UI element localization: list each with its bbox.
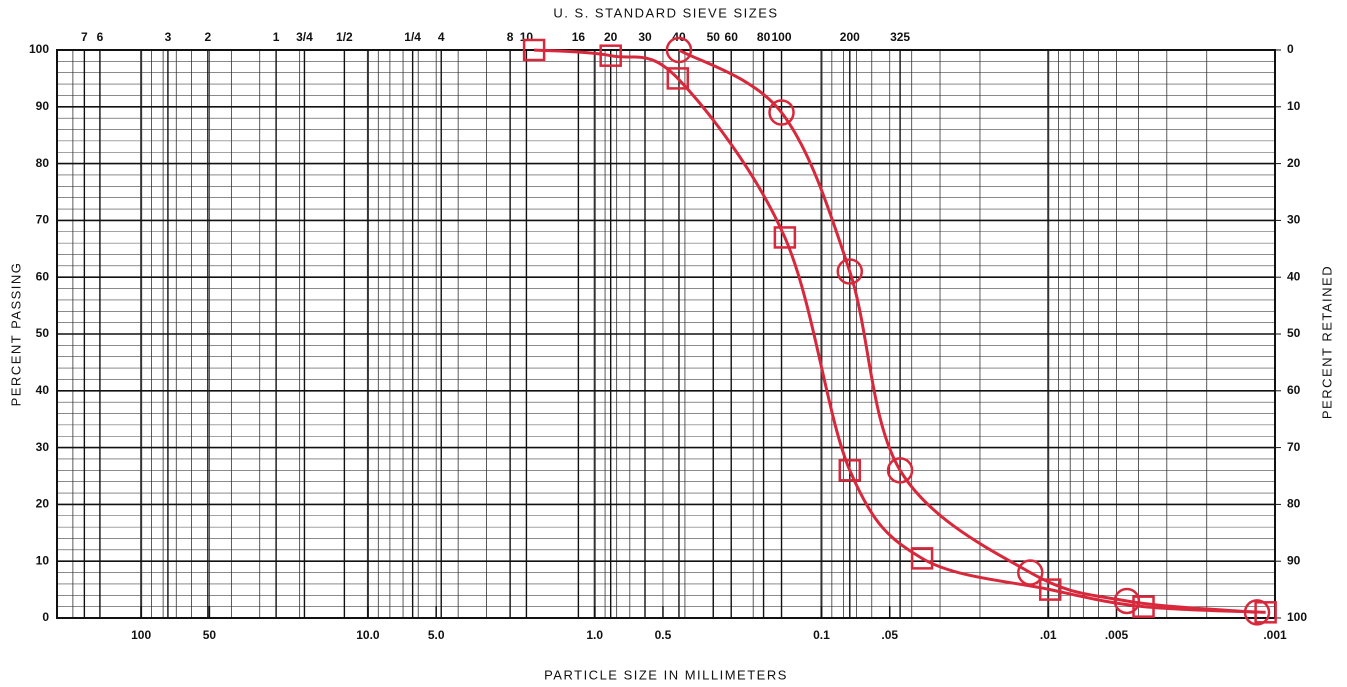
y2-tick-label: 40 <box>1287 269 1301 283</box>
y2-axis-label: PERCENT RETAINED <box>1319 265 1334 419</box>
marker <box>1132 595 1155 618</box>
x-tick-label: .005 <box>1105 628 1129 642</box>
marker <box>599 44 622 67</box>
x2-tick-label: 16 <box>572 30 586 44</box>
marker <box>838 459 862 482</box>
marker <box>1113 587 1141 615</box>
y-tick-label: 80 <box>36 156 50 170</box>
y-tick-label: 50 <box>36 326 50 340</box>
x-tick-label: 10.0 <box>356 628 380 642</box>
marker <box>666 67 690 90</box>
y-tick-label: 30 <box>36 440 50 454</box>
marker <box>768 99 795 126</box>
marker <box>1038 578 1062 601</box>
x2-tick-label: 50 <box>707 30 721 44</box>
curve <box>678 48 1258 614</box>
x-tick-label: .001 <box>1263 628 1287 642</box>
x2-tick-label: 100 <box>772 30 792 44</box>
y-tick-label: 90 <box>36 99 50 113</box>
marker <box>836 258 864 285</box>
y-tick-label: 70 <box>36 213 50 227</box>
y2-tick-label: 0 <box>1287 42 1294 56</box>
x-tick-label: .05 <box>881 628 898 642</box>
x2-tick-label: 2 <box>205 30 212 44</box>
y2-tick-label: 20 <box>1287 156 1301 170</box>
y2-tick-label: 60 <box>1287 383 1301 397</box>
y2-tick-label: 30 <box>1287 213 1301 227</box>
x2-tick-label: 325 <box>890 30 910 44</box>
y-tick-label: 100 <box>29 42 49 56</box>
x-tick-label: 0.5 <box>655 628 672 642</box>
x2-tick-label: 8 <box>507 30 514 44</box>
x-tick-label: 5.0 <box>428 628 445 642</box>
x2-tick-label: 7 <box>81 30 88 44</box>
x-axis-label: PARTICLE SIZE IN MILLIMETERS <box>544 667 788 682</box>
y2-tick-label: 50 <box>1287 326 1301 340</box>
marker <box>886 457 914 484</box>
marker <box>773 226 797 249</box>
y-tick-label: 60 <box>36 269 50 283</box>
x2-tick-label: 6 <box>97 30 104 44</box>
y2-tick-label: 100 <box>1287 610 1307 624</box>
y2-tick-label: 80 <box>1287 497 1301 511</box>
x-tick-label: 0.1 <box>813 628 830 642</box>
x2-tick-label: 1/4 <box>404 30 421 44</box>
y-tick-label: 20 <box>36 497 50 511</box>
x2-tick-label: 3 <box>165 30 172 44</box>
x-tick-label: 1.0 <box>586 628 603 642</box>
x2-tick-label: 30 <box>638 30 652 44</box>
y2-tick-label: 10 <box>1287 99 1301 113</box>
y2-tick-label: 70 <box>1287 440 1301 454</box>
marker <box>665 36 693 64</box>
x-tick-label: 50 <box>203 628 217 642</box>
y2-tick-label: 90 <box>1287 553 1301 567</box>
x2-tick-label: 60 <box>725 30 739 44</box>
x-tick-label: .01 <box>1040 628 1057 642</box>
marker <box>1254 601 1277 624</box>
y-tick-label: 40 <box>36 383 50 397</box>
y-axis-label: PERCENT PASSING <box>8 262 23 407</box>
x2-tick-label: 200 <box>840 30 860 44</box>
marker <box>522 38 546 62</box>
x2-tick-label: 1/2 <box>336 30 353 44</box>
x2-tick-label: 3/4 <box>296 30 313 44</box>
x2-tick-label: 10 <box>520 30 534 44</box>
chart-title: U. S. STANDARD SIEVE SIZES <box>553 5 778 20</box>
x2-tick-label: 4 <box>438 30 445 44</box>
marker <box>910 547 934 570</box>
x2-tick-label: 80 <box>757 30 771 44</box>
x2-tick-label: 1 <box>273 30 280 44</box>
x2-tick-label: 20 <box>604 30 618 44</box>
y-tick-label: 0 <box>42 610 49 624</box>
y-tick-label: 10 <box>36 553 50 567</box>
x-tick-label: 100 <box>131 628 151 642</box>
